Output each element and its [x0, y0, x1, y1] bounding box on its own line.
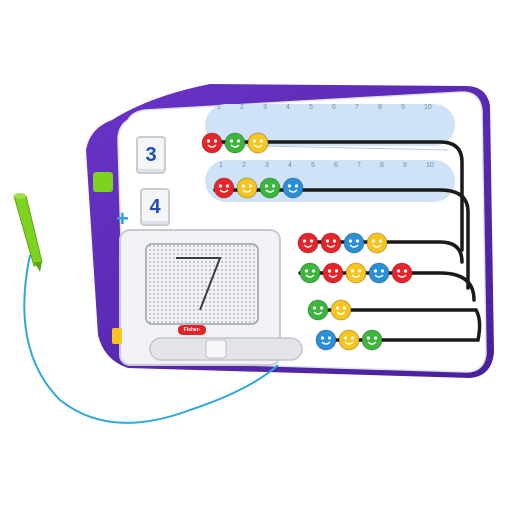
tick-label: 10 [424, 104, 432, 111]
bead[interactable] [320, 232, 342, 254]
bead[interactable] [343, 232, 365, 254]
bead-rows [201, 132, 413, 351]
bead[interactable] [307, 299, 329, 321]
bead[interactable] [201, 132, 223, 154]
number-line-bottom-labels: 1 2 3 4 5 6 7 8 9 10 [0, 162, 515, 172]
bead[interactable] [361, 329, 383, 351]
bead[interactable] [315, 329, 337, 351]
bead[interactable] [345, 262, 367, 284]
bead[interactable] [299, 262, 321, 284]
green-clip [93, 172, 113, 192]
tick-label: 2 [242, 162, 246, 169]
brand-logo: Fisher-Price [178, 325, 206, 335]
tick-label: 9 [403, 162, 407, 169]
tick-label: 9 [401, 104, 405, 111]
eraser-knob[interactable] [205, 339, 227, 359]
tick-label: 4 [286, 104, 290, 111]
flip-counter-top[interactable]: 3 [136, 136, 166, 174]
tick-label: 5 [311, 162, 315, 169]
bead[interactable] [213, 177, 235, 199]
bead[interactable] [368, 262, 390, 284]
bead[interactable] [282, 177, 304, 199]
tick-label: 3 [265, 162, 269, 169]
tick-label: 8 [378, 104, 382, 111]
tick-label: 7 [355, 104, 359, 111]
tick-label: 4 [288, 162, 292, 169]
drawn-digit-stroke [176, 257, 222, 311]
bead[interactable] [322, 262, 344, 284]
number-line-top-labels: 1 2 3 4 5 6 7 8 9 10 [0, 104, 515, 114]
bead[interactable] [236, 177, 258, 199]
flip-counter-bottom-value: 4 [149, 196, 161, 218]
flip-counter-top-value: 3 [145, 144, 157, 166]
tick-label: 3 [263, 104, 267, 111]
number-track-top [205, 104, 455, 146]
tick-label: 7 [357, 162, 361, 169]
tick-label: 6 [334, 162, 338, 169]
tick-label: 2 [240, 104, 244, 111]
bead[interactable] [224, 132, 246, 154]
drawing-pad-screen[interactable] [145, 243, 259, 325]
bead[interactable] [259, 177, 281, 199]
tick-label: 6 [332, 104, 336, 111]
bead[interactable] [330, 299, 352, 321]
bead[interactable] [297, 232, 319, 254]
tick-label: 5 [309, 104, 313, 111]
tick-label: 10 [426, 162, 434, 169]
yellow-tab [112, 328, 122, 344]
tick-label: 1 [219, 162, 223, 169]
plus-sign: + [116, 206, 129, 231]
bead[interactable] [247, 132, 269, 154]
stylus[interactable] [13, 193, 43, 272]
flip-counter-bottom[interactable]: 4 [140, 188, 170, 226]
tick-label: 1 [217, 104, 221, 111]
bead[interactable] [338, 329, 360, 351]
bead[interactable] [366, 232, 388, 254]
stylus-tether [23, 254, 279, 424]
tick-label: 8 [380, 162, 384, 169]
bead[interactable] [391, 262, 413, 284]
